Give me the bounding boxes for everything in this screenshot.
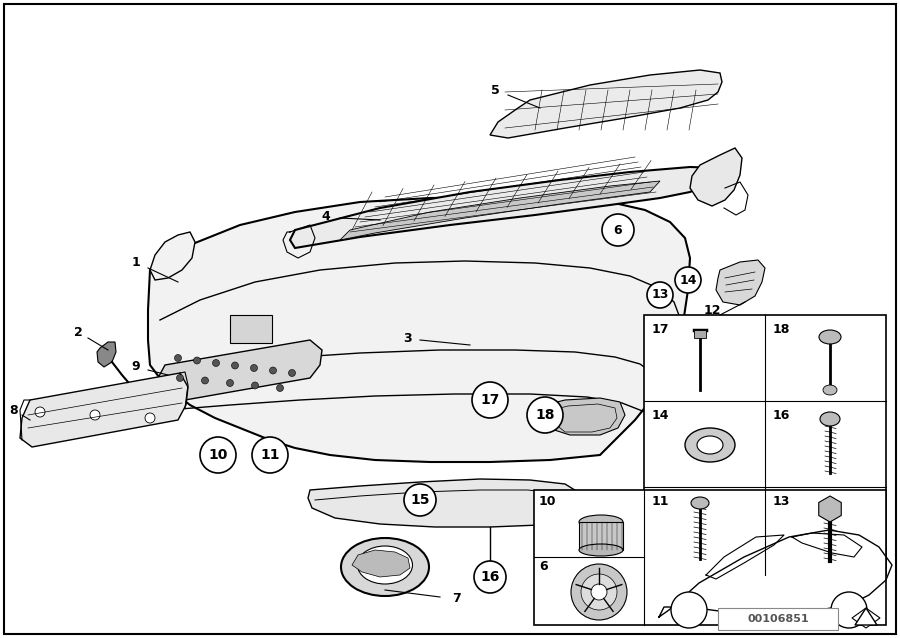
- Text: 11: 11: [260, 448, 280, 462]
- Polygon shape: [308, 479, 580, 527]
- Circle shape: [194, 357, 201, 364]
- Text: 11: 11: [652, 495, 670, 508]
- Text: 17: 17: [652, 323, 670, 336]
- Circle shape: [145, 413, 155, 423]
- Circle shape: [231, 362, 239, 369]
- Text: 7: 7: [452, 591, 461, 604]
- Circle shape: [212, 359, 220, 366]
- Bar: [230, 315, 272, 343]
- Polygon shape: [20, 373, 188, 447]
- Circle shape: [602, 214, 634, 246]
- Circle shape: [647, 282, 673, 308]
- Ellipse shape: [341, 538, 429, 596]
- Ellipse shape: [579, 544, 623, 556]
- Text: 5: 5: [491, 84, 500, 96]
- Bar: [644, 315, 886, 575]
- Text: 1: 1: [131, 255, 140, 269]
- Ellipse shape: [697, 436, 723, 454]
- Ellipse shape: [685, 428, 735, 462]
- Circle shape: [591, 584, 607, 600]
- Circle shape: [289, 369, 295, 376]
- Text: 13: 13: [773, 495, 790, 508]
- Ellipse shape: [579, 515, 623, 529]
- Polygon shape: [148, 197, 690, 462]
- Text: 00106851: 00106851: [747, 614, 809, 624]
- Polygon shape: [290, 167, 720, 248]
- Circle shape: [90, 410, 100, 420]
- Polygon shape: [716, 260, 765, 305]
- Circle shape: [472, 382, 508, 418]
- Circle shape: [571, 564, 627, 620]
- Text: 6: 6: [539, 560, 547, 573]
- Text: 17: 17: [481, 393, 500, 407]
- Polygon shape: [97, 342, 116, 367]
- Circle shape: [251, 382, 258, 389]
- Text: 6: 6: [614, 223, 622, 237]
- Polygon shape: [852, 608, 880, 628]
- Circle shape: [675, 267, 701, 293]
- Text: 10: 10: [208, 448, 228, 462]
- Ellipse shape: [820, 412, 840, 426]
- Ellipse shape: [819, 330, 841, 344]
- Circle shape: [276, 385, 284, 392]
- Polygon shape: [690, 148, 742, 206]
- Ellipse shape: [691, 497, 709, 509]
- Text: 2: 2: [74, 327, 83, 339]
- Polygon shape: [855, 608, 877, 625]
- Circle shape: [252, 437, 288, 473]
- Text: 8: 8: [10, 403, 18, 417]
- Circle shape: [581, 574, 617, 610]
- Circle shape: [175, 355, 182, 362]
- Circle shape: [202, 377, 209, 384]
- Circle shape: [527, 397, 563, 433]
- Polygon shape: [545, 398, 625, 435]
- Polygon shape: [155, 340, 322, 403]
- Text: 15: 15: [410, 493, 430, 507]
- Text: 18: 18: [773, 323, 790, 336]
- Polygon shape: [150, 232, 195, 280]
- Text: 3: 3: [404, 332, 412, 345]
- Circle shape: [474, 561, 506, 593]
- Circle shape: [269, 367, 276, 374]
- Ellipse shape: [357, 546, 412, 584]
- Circle shape: [176, 375, 184, 382]
- Text: 9: 9: [131, 359, 140, 373]
- Text: 14: 14: [680, 274, 697, 286]
- Ellipse shape: [823, 385, 837, 395]
- Bar: [694, 330, 706, 338]
- Text: 4: 4: [321, 209, 330, 223]
- Text: 14: 14: [652, 409, 670, 422]
- Text: 12: 12: [703, 304, 721, 316]
- Text: 18: 18: [536, 408, 554, 422]
- Bar: [534, 490, 886, 625]
- Bar: [718, 608, 838, 630]
- Bar: [579, 522, 623, 550]
- Polygon shape: [340, 181, 660, 240]
- Text: 16: 16: [773, 409, 790, 422]
- Circle shape: [831, 592, 867, 628]
- Circle shape: [200, 437, 236, 473]
- Text: 16: 16: [481, 570, 500, 584]
- Circle shape: [404, 484, 436, 516]
- Text: 10: 10: [539, 495, 556, 508]
- Circle shape: [671, 592, 707, 628]
- Text: 13: 13: [652, 288, 669, 302]
- Circle shape: [35, 407, 45, 417]
- Circle shape: [227, 380, 233, 387]
- Polygon shape: [490, 70, 722, 138]
- Polygon shape: [352, 550, 410, 577]
- Circle shape: [250, 364, 257, 371]
